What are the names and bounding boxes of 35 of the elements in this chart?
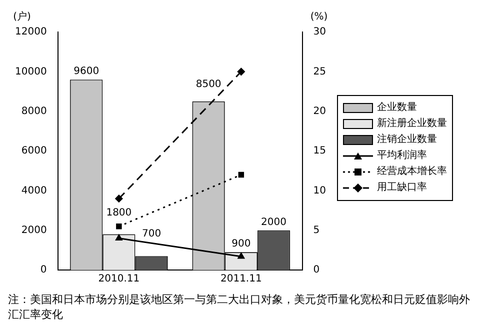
point (237, 68, 245, 76)
point (116, 223, 122, 230)
data-label: 700 (142, 228, 162, 240)
y-tick-label: 8000 (21, 106, 47, 117)
y2-tick-label: 25 (313, 66, 326, 78)
legend-label: 企业数量 (377, 100, 417, 115)
y-tick-label: 12000 (15, 26, 47, 38)
y2-tick-label: 30 (313, 26, 326, 38)
data-label: 2000 (261, 216, 286, 228)
point (238, 172, 244, 178)
y-axis-title: (户) (13, 10, 31, 23)
data-label: 900 (232, 238, 251, 250)
y-tick-label: 10000 (15, 66, 47, 78)
y2-tick-label: 15 (313, 146, 326, 157)
data-label: 9600 (74, 66, 100, 78)
y2-tick-label: 5 (313, 224, 320, 236)
y2-tick-label: 0 (313, 264, 320, 276)
y-tick-label: 6000 (21, 146, 47, 157)
y2-tick-label: 10 (313, 185, 326, 196)
y-tick-label: 4000 (21, 185, 47, 196)
legend-label: 用工缺口率 (377, 180, 427, 195)
y2-tick-label: 20 (313, 106, 326, 117)
y-tick-label: 0 (40, 264, 47, 276)
text: 注：美国和日本市场分别是该地区第一与第二大出口对象，美元货币量化宽松和日元贬值影响外汇汇率变化 (8, 292, 471, 322)
legend-label: 新注册企业数量 (377, 116, 447, 131)
y2-axis-title: (%) (310, 12, 328, 23)
x-tick-label: 2010.11 (98, 274, 140, 285)
legend-label: 平均利润率 (377, 148, 427, 163)
data-label: 1800 (106, 208, 132, 219)
legend-label: 注销企业数量 (377, 132, 437, 147)
data-label: 8500 (196, 78, 222, 90)
y-tick-label: 2000 (21, 224, 47, 236)
point (115, 194, 123, 202)
legend-label: 经营成本增长率 (377, 164, 447, 179)
x-tick-label: 2011.11 (220, 274, 262, 285)
